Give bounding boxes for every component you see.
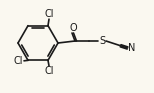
Text: N: N xyxy=(128,43,135,53)
Text: Cl: Cl xyxy=(44,9,54,19)
Text: Cl: Cl xyxy=(13,56,23,66)
Text: S: S xyxy=(99,36,105,46)
Text: O: O xyxy=(69,23,77,32)
Text: Cl: Cl xyxy=(44,66,54,76)
